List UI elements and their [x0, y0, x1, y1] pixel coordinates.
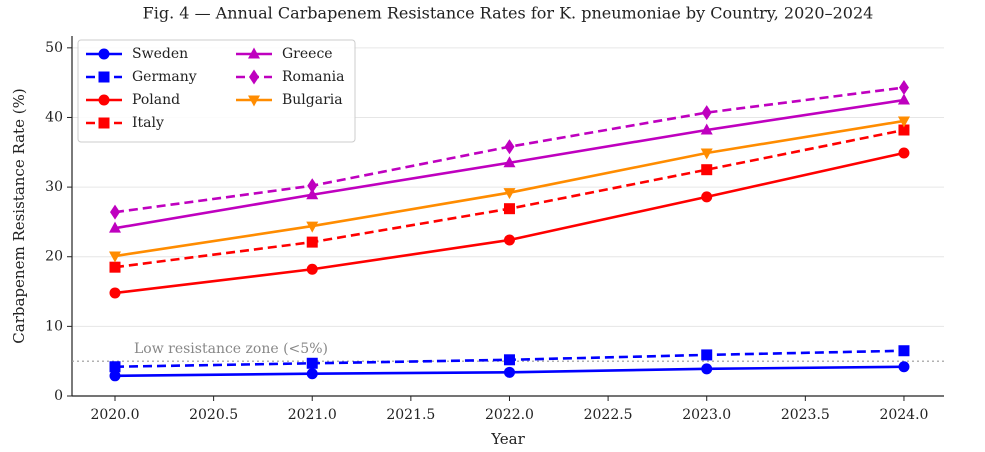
legend: Sweden Germany Poland Italy Greece Romania Bul…	[77, 39, 356, 143]
marker	[700, 148, 713, 160]
legend-label: Bulgaria	[282, 92, 343, 108]
y-tick-label: 30	[45, 179, 63, 195]
marker	[306, 188, 319, 200]
marker	[898, 124, 910, 136]
x-tick-label: 2021.0	[288, 407, 337, 423]
x-tick-label: 2022.5	[584, 407, 633, 423]
y-tick-label: 10	[45, 318, 63, 334]
marker	[108, 251, 121, 263]
marker	[898, 80, 909, 96]
marker	[898, 361, 910, 373]
legend-label: Romania	[282, 69, 344, 85]
marker	[306, 357, 318, 369]
y-tick-label: 50	[45, 40, 63, 56]
legend-label: Sweden	[132, 46, 188, 62]
legend-marker	[98, 117, 110, 129]
legend-label: Germany	[132, 69, 197, 85]
legend-box	[77, 39, 356, 143]
marker	[109, 370, 121, 382]
marker	[109, 204, 120, 220]
legend-marker	[98, 48, 110, 60]
marker	[701, 191, 713, 203]
marker	[503, 203, 515, 215]
legend-label: Italy	[132, 115, 164, 131]
series-line	[114, 151, 905, 295]
marker	[503, 188, 516, 200]
marker	[306, 221, 319, 233]
marker	[701, 164, 713, 176]
x-tick-label: 2021.5	[386, 407, 435, 423]
legend-marker	[98, 94, 110, 106]
marker	[503, 354, 515, 366]
marker	[503, 366, 515, 378]
y-axis-label: Carbapenem Resistance Rate (%)	[10, 88, 28, 343]
legend-marker	[248, 95, 260, 107]
legend-marker	[249, 69, 259, 85]
marker	[503, 234, 515, 246]
y-tick-label: 40	[45, 109, 63, 125]
chart-title: Fig. 4 — Annual Carbapenem Resistance Ra…	[143, 4, 874, 23]
threshold-label: Low resistance zone (<5%)	[134, 341, 328, 357]
legend-label: Greece	[282, 46, 333, 62]
x-tick-label: 2023.0	[682, 407, 731, 423]
marker	[898, 345, 910, 357]
marker	[700, 123, 713, 135]
marker	[306, 368, 318, 380]
marker	[701, 105, 712, 121]
marker	[109, 361, 121, 373]
marker	[897, 116, 910, 128]
y-tick-label: 20	[45, 249, 63, 265]
x-tick-label: 2023.5	[781, 407, 830, 423]
x-tick-label: 2020.5	[189, 407, 238, 423]
x-tick-label: 2020.0	[90, 407, 139, 423]
marker	[108, 221, 121, 233]
marker	[701, 363, 713, 375]
x-tick-label: 2022.0	[485, 407, 534, 423]
marker	[898, 147, 910, 159]
marker	[306, 236, 318, 248]
x-tick-label: 2024.0	[879, 407, 928, 423]
legend-marker	[248, 47, 260, 59]
marker	[109, 287, 121, 299]
legend-marker	[98, 71, 110, 83]
marker	[504, 139, 515, 155]
marker	[503, 156, 516, 168]
marker	[307, 178, 318, 194]
marker	[701, 349, 713, 361]
marker	[109, 261, 121, 273]
y-tick-label: 0	[54, 388, 63, 404]
x-axis-label: Year	[490, 430, 525, 448]
marker	[897, 93, 910, 105]
marker	[306, 263, 318, 275]
legend-label: Poland	[132, 92, 180, 108]
